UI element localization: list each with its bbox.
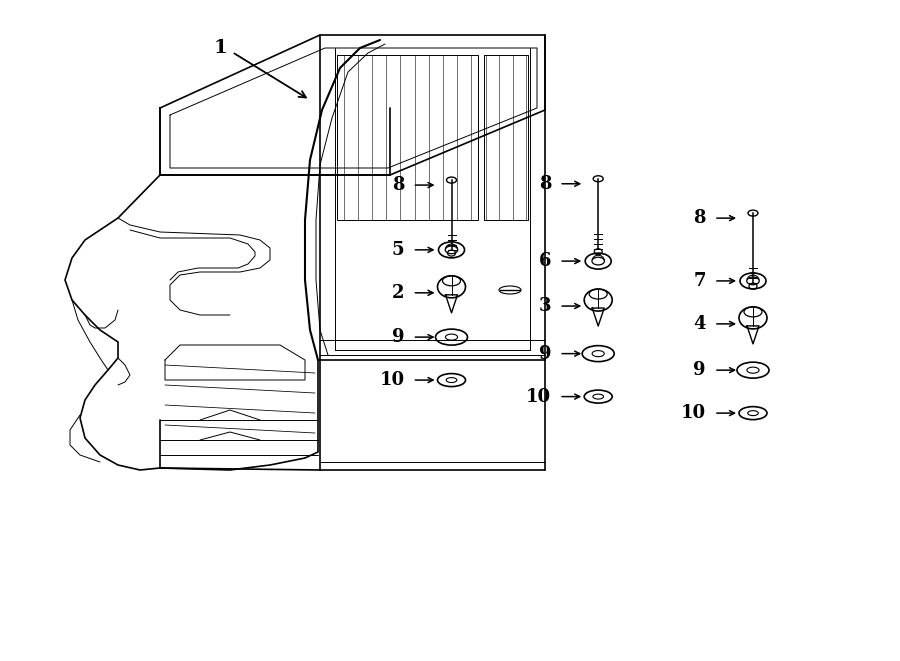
Text: 3: 3 xyxy=(539,297,551,315)
Text: 9: 9 xyxy=(392,328,404,346)
Text: 5: 5 xyxy=(392,241,404,259)
Text: 10: 10 xyxy=(681,404,706,422)
Text: 2: 2 xyxy=(392,284,404,302)
Text: 8: 8 xyxy=(539,175,551,193)
Text: 1: 1 xyxy=(213,39,227,57)
Text: 8: 8 xyxy=(392,176,404,194)
Text: 8: 8 xyxy=(694,209,706,227)
Text: 10: 10 xyxy=(380,371,404,389)
Text: 10: 10 xyxy=(526,387,551,406)
Text: 9: 9 xyxy=(539,344,551,363)
Text: 7: 7 xyxy=(694,272,706,290)
Text: 9: 9 xyxy=(694,361,706,379)
Text: 6: 6 xyxy=(539,252,551,270)
Text: 4: 4 xyxy=(694,315,706,333)
